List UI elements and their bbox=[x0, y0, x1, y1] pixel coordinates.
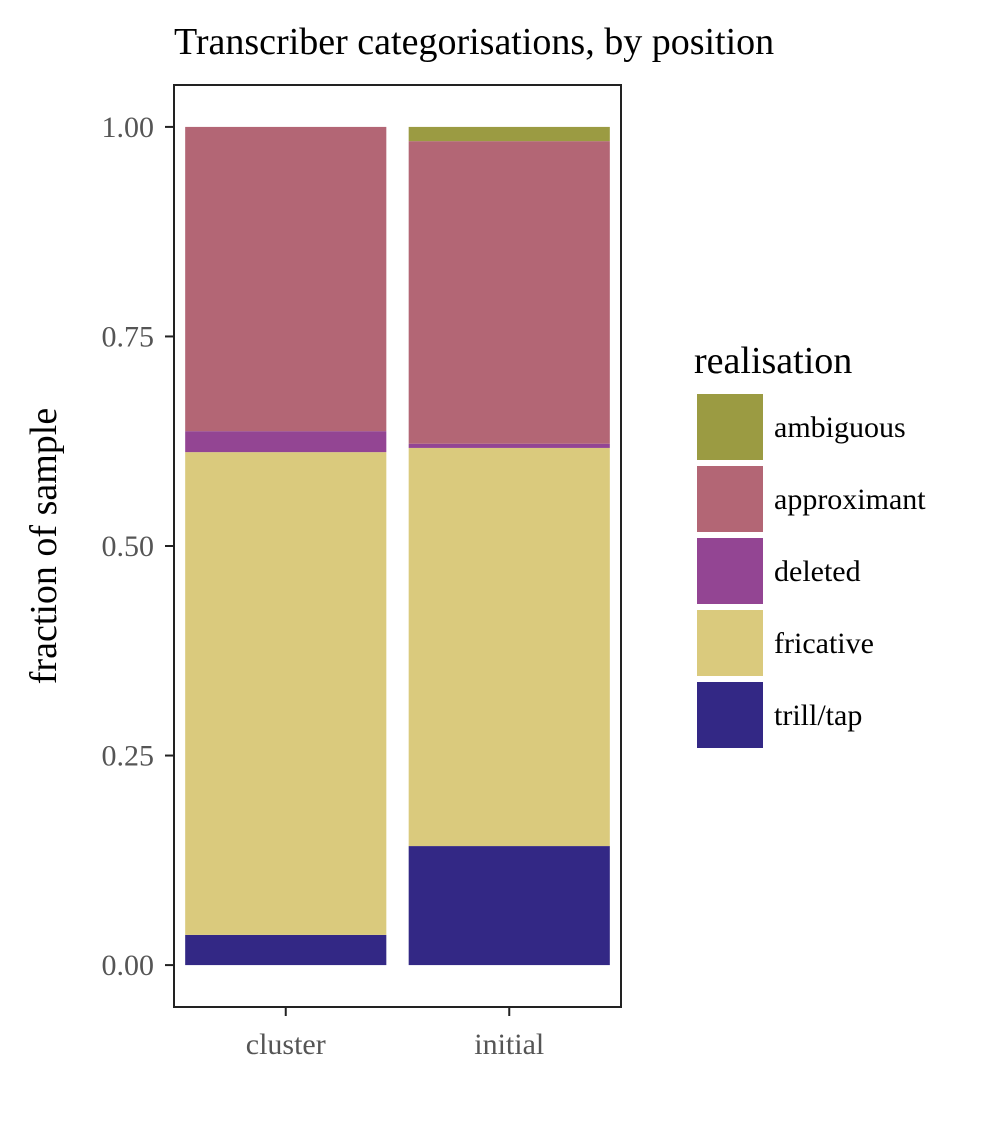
legend: realisation ambiguous approximant deleted f… bbox=[694, 340, 926, 748]
y-tick-label: 0.75 bbox=[102, 320, 155, 353]
x-tick-label-initial: initial bbox=[474, 1028, 544, 1061]
legend-label-deleted: deleted bbox=[774, 555, 861, 588]
legend-key-ambiguous bbox=[697, 394, 763, 460]
bar-cluster-fricative bbox=[185, 452, 387, 935]
bar-cluster-deleted bbox=[185, 431, 387, 453]
y-tick-label: 1.00 bbox=[102, 111, 155, 144]
legend-label-trill-tap: trill/tap bbox=[774, 699, 862, 732]
x-tick-label-cluster: cluster bbox=[246, 1028, 326, 1061]
bar-initial-trill-tap bbox=[408, 846, 610, 966]
legend-key-fricative bbox=[697, 610, 763, 676]
x-axis: cluster initial bbox=[246, 1007, 544, 1061]
bars bbox=[185, 126, 610, 966]
legend-key-trill-tap bbox=[697, 682, 763, 748]
bar-initial-deleted bbox=[408, 443, 610, 448]
chart-title: Transcriber categorisations, by position bbox=[174, 21, 774, 63]
legend-key-approximant bbox=[697, 466, 763, 532]
bar-initial-ambiguous bbox=[408, 126, 610, 142]
bar-initial-fricative bbox=[408, 447, 610, 847]
legend-label-approximant: approximant bbox=[774, 483, 926, 516]
bar-cluster-trill-tap bbox=[185, 934, 387, 966]
y-tick-label: 0.50 bbox=[102, 530, 155, 563]
legend-title: realisation bbox=[694, 340, 852, 382]
bar-cluster-approximant bbox=[185, 126, 387, 432]
y-tick-label: 0.25 bbox=[102, 740, 155, 773]
y-axis: 0.00 0.25 0.50 0.75 1.00 bbox=[102, 111, 174, 982]
legend-label-ambiguous: ambiguous bbox=[774, 411, 906, 444]
legend-key-deleted bbox=[697, 538, 763, 604]
bar-initial-approximant bbox=[408, 141, 610, 444]
y-tick-label: 0.00 bbox=[102, 949, 155, 982]
y-axis-title: fraction of sample bbox=[23, 408, 65, 684]
legend-label-fricative: fricative bbox=[774, 627, 874, 660]
